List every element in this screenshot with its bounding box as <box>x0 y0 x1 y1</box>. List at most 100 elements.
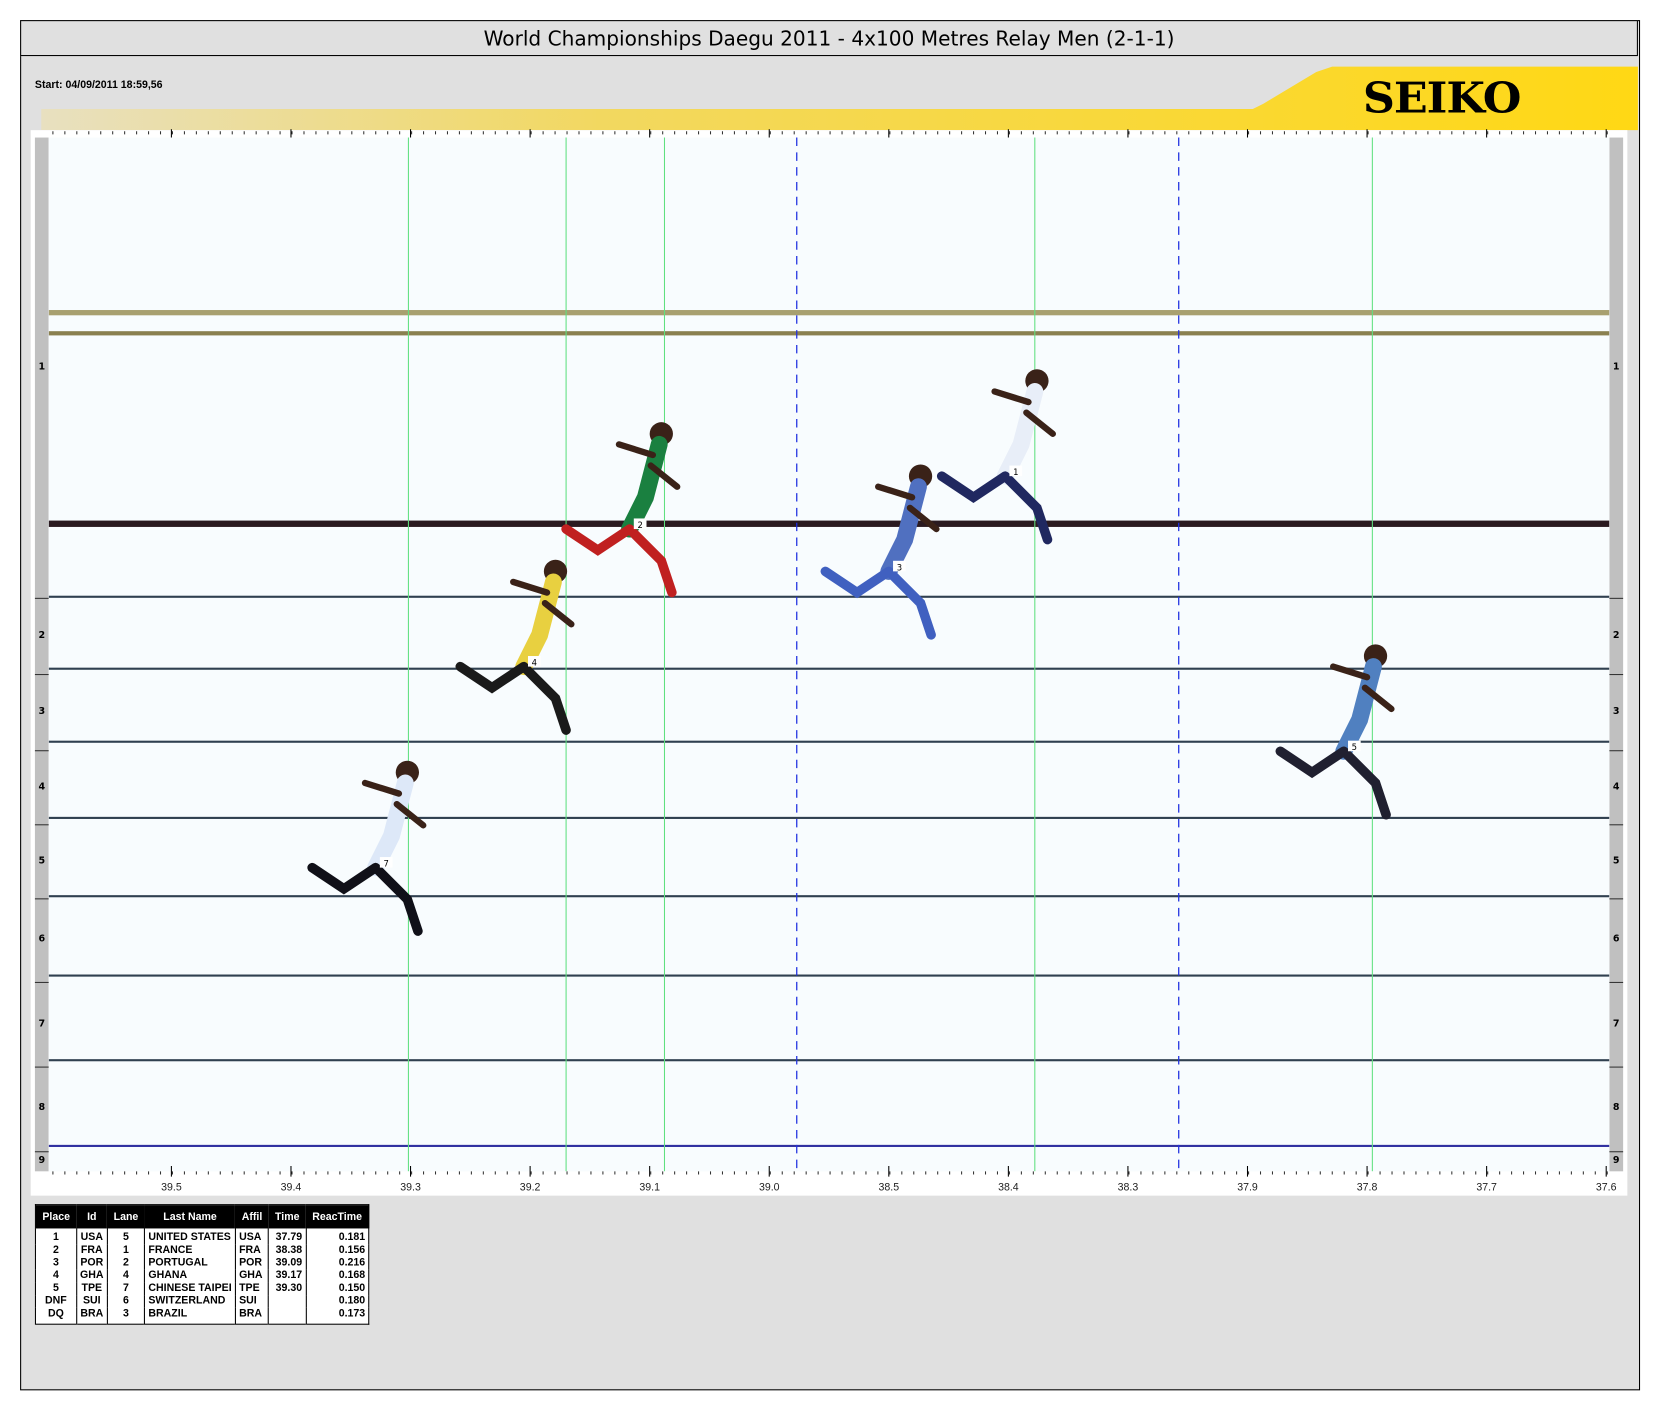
tick-label: 39.3 <box>400 1181 421 1194</box>
lane-separator <box>1609 750 1624 752</box>
table-cell: 1 <box>34 1228 77 1245</box>
lane-label: 9 <box>38 1155 46 1167</box>
start-time: Start: 04/09/2011 18:59,56 <box>34 79 163 91</box>
table-cell: TPE <box>234 1282 269 1296</box>
lane-separator <box>34 1151 49 1153</box>
column-header: Lane <box>107 1204 145 1229</box>
lane-separator <box>34 1066 49 1068</box>
column-header: Last Name <box>144 1204 236 1229</box>
lane-separator <box>34 898 49 900</box>
runner-lane-3: 3 <box>820 464 940 640</box>
table-cell: CHINESE TAIPEI <box>144 1282 236 1296</box>
runner-lane-2: 2 <box>561 422 681 598</box>
lane-separator <box>34 824 49 826</box>
table-cell: 37.79 <box>268 1228 306 1245</box>
table-cell: 3 <box>106 1307 145 1325</box>
lane-label: 8 <box>38 1102 46 1114</box>
lane-line <box>48 667 1610 670</box>
track-edge-line <box>48 331 1610 336</box>
table-cell: 2 <box>34 1244 77 1258</box>
lane-label: 1 <box>38 361 46 373</box>
column-header: Affil <box>235 1204 269 1229</box>
runner-bib-number: 3 <box>897 562 902 572</box>
lane-separator <box>1609 674 1624 676</box>
runner-lane-5: 5 <box>1275 644 1395 820</box>
curb-line <box>48 520 1610 527</box>
table-cell: 39.09 <box>268 1257 306 1270</box>
table-cell <box>268 1307 306 1325</box>
lane-line <box>48 895 1610 898</box>
table-cell: 1 <box>106 1244 145 1258</box>
tick-label: 37.8 <box>1356 1181 1378 1194</box>
lane-label: 8 <box>1612 1102 1620 1114</box>
table-cell: TPE <box>75 1282 108 1296</box>
table-cell: GHANA <box>144 1269 236 1283</box>
table-cell: 0.181 <box>305 1228 369 1245</box>
page-title: World Championships Daegu 2011 - 4x100 M… <box>20 20 1638 57</box>
table-cell: POR <box>234 1257 269 1270</box>
lane-line <box>48 740 1610 743</box>
table-row: 4 GHA 4 GHANA GHA 39.17 0.168 <box>34 1269 369 1283</box>
tick-label: 39.0 <box>758 1181 780 1194</box>
lane-strip-right <box>1609 137 1624 1172</box>
lane-label: 4 <box>1612 781 1620 793</box>
lane-separator <box>34 750 49 752</box>
runner-lane-1: 1 <box>936 369 1056 545</box>
lane-line <box>48 816 1610 819</box>
lane-label: 5 <box>1612 856 1620 867</box>
lane-separator <box>1609 1151 1624 1153</box>
tick-label: 39.1 <box>639 1181 660 1194</box>
lane-separator <box>34 597 49 599</box>
lane-line <box>48 595 1610 598</box>
runner-legs <box>561 524 677 598</box>
runner-arms <box>361 779 427 829</box>
table-cell: DNF <box>34 1295 77 1308</box>
table-cell: BRAZIL <box>144 1307 236 1325</box>
table-cell: GHA <box>75 1269 108 1283</box>
lane-label: 4 <box>38 781 46 793</box>
lane-separator <box>1609 898 1624 900</box>
table-cell: USA <box>75 1228 108 1245</box>
lane-label: 2 <box>38 630 46 642</box>
table-cell: 0.173 <box>305 1307 369 1325</box>
lane-label: 9 <box>1612 1155 1620 1167</box>
table-cell: SUI <box>234 1295 269 1308</box>
table-cell: USA <box>234 1228 269 1245</box>
table-cell: BRA <box>75 1307 108 1325</box>
runner-bib <box>527 656 541 667</box>
table-cell: SWITZERLAND <box>144 1295 236 1308</box>
lane-label: 3 <box>38 706 46 718</box>
runner-bib <box>379 857 393 868</box>
table-cell: 0.216 <box>305 1257 369 1270</box>
lane-label: 6 <box>1612 934 1620 945</box>
runner-legs <box>936 471 1053 545</box>
runner-bib <box>1348 740 1361 752</box>
lane-label: 1 <box>1612 361 1620 373</box>
table-cell: 6 <box>106 1295 145 1308</box>
table-cell: UNITED STATES <box>144 1228 236 1245</box>
table-cell: DQ <box>34 1307 77 1325</box>
lane-label: 7 <box>38 1018 46 1030</box>
runner-legs <box>307 862 423 936</box>
column-header: Id <box>76 1204 108 1229</box>
table-cell: 39.17 <box>268 1269 306 1283</box>
lane-separator <box>1609 981 1624 983</box>
runner-legs <box>455 661 571 735</box>
table-cell: GHA <box>234 1269 269 1283</box>
tick-label: 38.3 <box>1117 1181 1139 1194</box>
runner-lane-4: 4 <box>455 559 575 735</box>
table-cell: SUI <box>75 1295 108 1308</box>
table-cell: 5 <box>34 1282 77 1296</box>
table-cell: 38.38 <box>268 1244 306 1258</box>
runner-bib-number: 1 <box>1013 467 1018 477</box>
runner-arms <box>991 388 1056 437</box>
lane-line <box>48 1059 1610 1062</box>
table-cell: FRANCE <box>144 1244 236 1258</box>
lane-label: 3 <box>1612 706 1620 718</box>
lane-label: 5 <box>38 856 46 867</box>
runner-arms <box>875 483 940 533</box>
table-cell: 4 <box>106 1269 145 1283</box>
table-row: DQ BRA 3 BRAZIL BRA 0.173 <box>34 1307 369 1325</box>
